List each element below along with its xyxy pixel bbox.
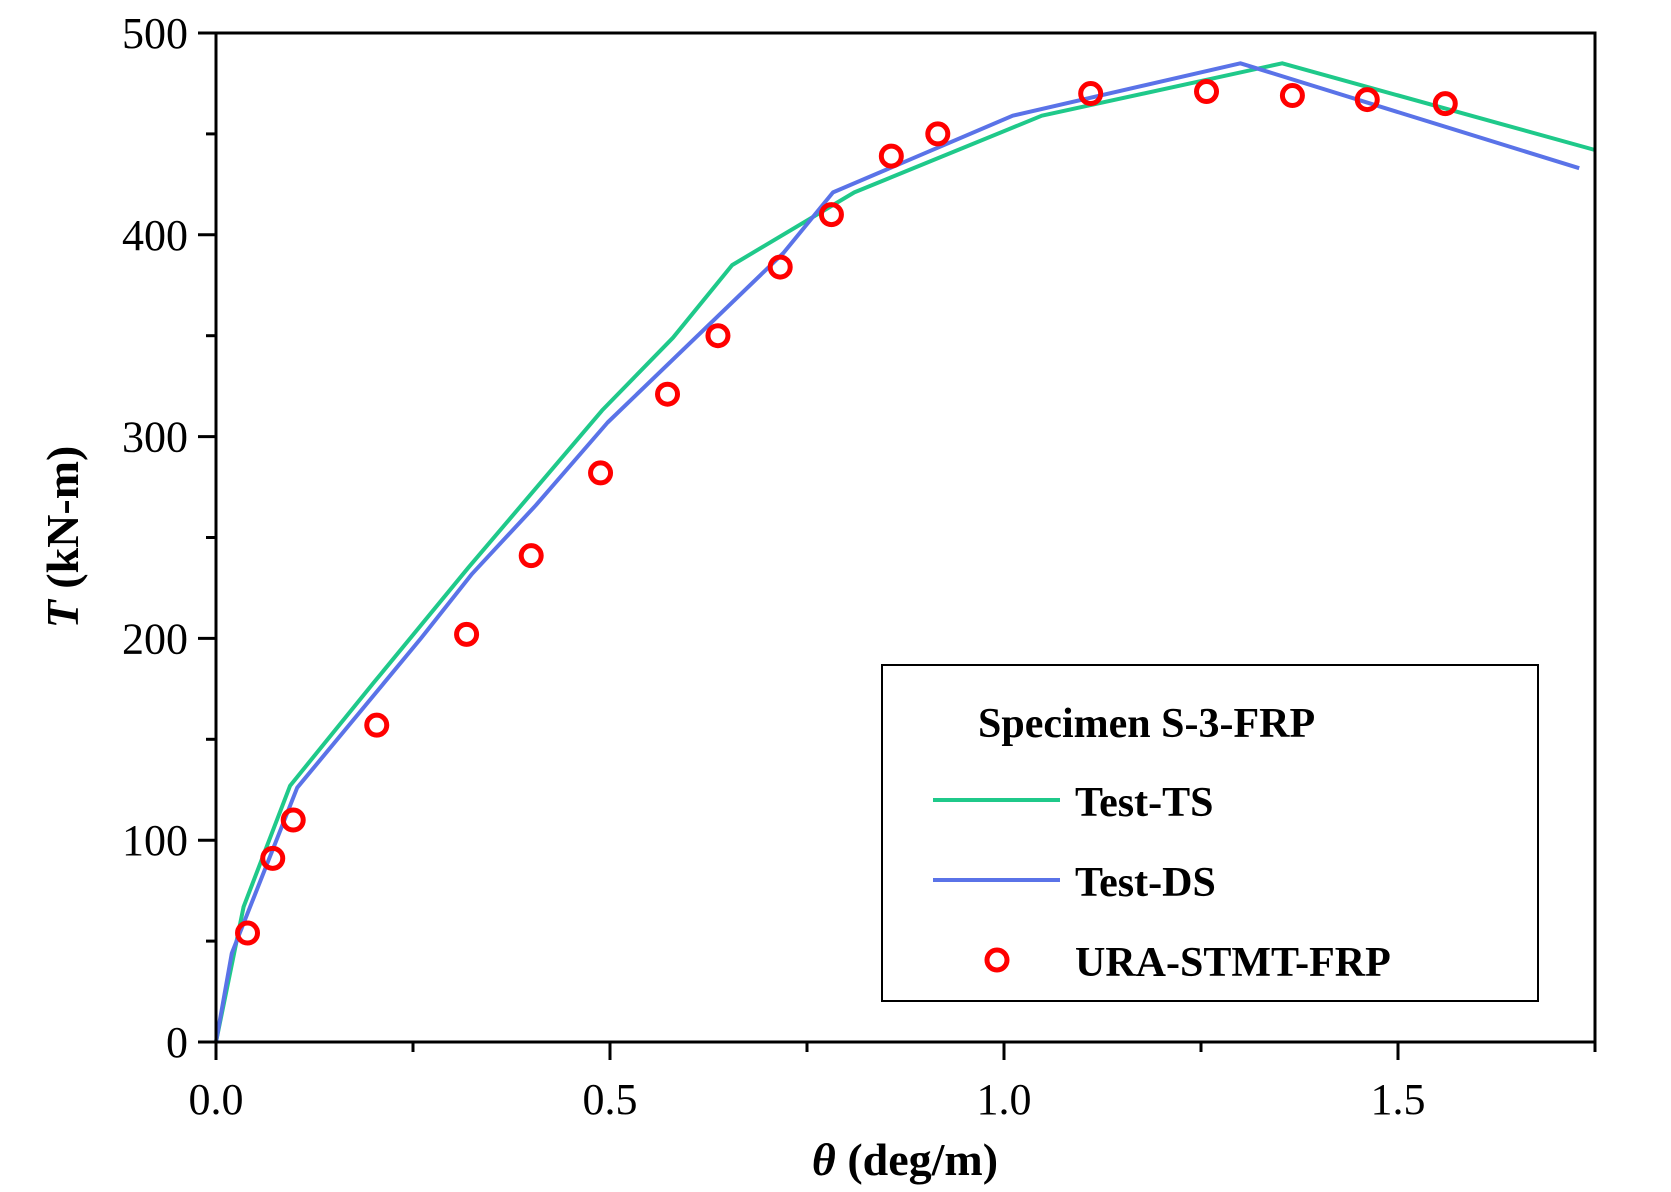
x-tick-label: 1.5 [1371, 1075, 1426, 1124]
x-axis-symbol: θ [812, 1134, 836, 1185]
data-point-ura-stmt-frp [518, 543, 544, 569]
data-point-ura-stmt-frp [1194, 79, 1220, 105]
series-line-test-ts [214, 61, 1596, 1043]
y-axis-unit: (kN-m) [37, 446, 88, 589]
x-tick-label: 0.0 [189, 1075, 244, 1124]
data-point-ura-stmt-frp [1432, 91, 1458, 117]
data-point-ura-stmt-frp [925, 121, 951, 147]
data-point-ura-stmt-frp [1078, 81, 1104, 107]
data-point-ura-stmt-frp [767, 254, 793, 280]
y-axis-symbol: T [37, 598, 88, 628]
data-point-ura-stmt-frp [878, 143, 904, 169]
data-point-ura-stmt-frp [454, 621, 480, 647]
data-point-ura-stmt-frp [705, 323, 731, 349]
data-point-ura-stmt-frp [818, 202, 844, 228]
data-point-ura-stmt-frp [655, 381, 681, 407]
data-point-ura-stmt-frp [364, 712, 390, 738]
legend-label-test-ds: Test-DS [1075, 860, 1216, 906]
x-tick-label: 1.0 [977, 1075, 1032, 1124]
data-point-ura-stmt-frp [260, 845, 286, 871]
x-axis-title: θ (deg/m) [812, 1134, 998, 1185]
ticks-layer: 0.0 0.5 1.0 1.5 0 100 200 300 400 500 [122, 9, 1597, 1124]
data-point-ura-stmt-frp [235, 920, 261, 946]
y-tick-label: 400 [122, 211, 188, 260]
data-point-ura-stmt-frp [280, 807, 306, 833]
x-axis-unit: (deg/m) [847, 1134, 998, 1185]
legend-marker-ura-stmt-frp [984, 947, 1010, 973]
data-point-ura-stmt-frp [1354, 87, 1380, 113]
y-tick-label: 300 [122, 413, 188, 462]
data-point-ura-stmt-frp [1279, 83, 1305, 109]
y-tick-label: 500 [122, 9, 188, 58]
y-tick-label: 200 [122, 614, 188, 663]
legend-label-test-ts: Test-TS [1075, 780, 1214, 826]
x-tick-label: 0.5 [583, 1075, 638, 1124]
data-point-ura-stmt-frp [588, 460, 614, 486]
legend: Specimen S-3-FRP Test-TS Test-DS URA-STM… [881, 664, 1539, 1002]
legend-label-ura-stmt-frp: URA-STMT-FRP [1075, 940, 1391, 986]
y-tick-label: 100 [122, 816, 188, 865]
legend-title: Specimen S-3-FRP [978, 701, 1315, 747]
y-tick-label: 0 [166, 1018, 188, 1067]
y-axis-title: T (kN-m) [37, 446, 88, 629]
legend-box [881, 664, 1539, 1002]
series-layer [214, 61, 1596, 1043]
